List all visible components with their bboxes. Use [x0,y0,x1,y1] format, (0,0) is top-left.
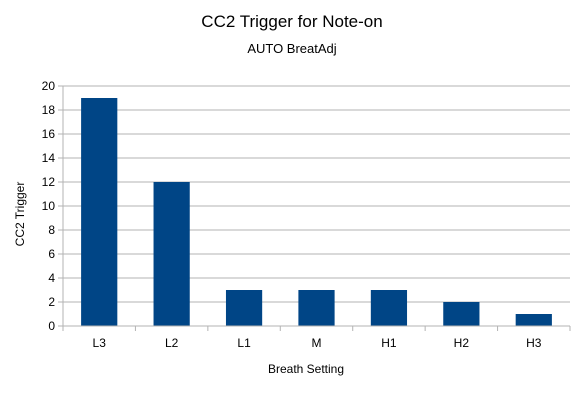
x-tick-label: H2 [454,336,470,350]
axes [58,85,571,331]
y-tick-label: 20 [42,79,56,93]
y-tick-label: 16 [42,127,56,141]
x-tick-label: H1 [381,336,397,350]
x-tick-label: L3 [93,336,107,350]
chart-subtitle: AUTO BreatAdj [247,41,336,56]
bar-l2 [153,182,190,326]
bar-h1 [370,290,408,326]
chart-title: CC2 Trigger for Note-on [201,12,382,31]
x-tick-labels: L3 L2 L1 M H1 H2 H3 [93,336,542,350]
x-tick-label: H3 [526,336,542,350]
y-axis-label: CC2 Trigger [13,182,27,247]
y-tick-label: 10 [42,199,56,213]
y-tick-label: 12 [42,175,56,189]
gridlines [63,85,570,303]
x-tick-label: L1 [237,336,251,350]
x-axis-label: Breath Setting [268,362,344,376]
y-tick-label: 14 [42,151,56,165]
bar-h2 [443,302,480,326]
y-tick-labels: 0 2 4 6 8 10 12 14 16 18 20 [42,79,56,333]
bar-m [298,290,335,326]
y-tick-label: 0 [48,319,55,333]
y-tick-label: 8 [48,223,55,237]
y-tick-label: 2 [48,295,55,309]
bar-l1 [225,290,263,326]
y-tick-label: 4 [48,271,55,285]
bar-h3 [515,314,552,326]
bar-l3 [81,98,118,326]
x-tick-label: M [312,336,322,350]
y-tick-label: 18 [42,103,56,117]
x-tick-label: L2 [165,336,179,350]
y-tick-label: 6 [48,247,55,261]
bars [81,98,552,326]
